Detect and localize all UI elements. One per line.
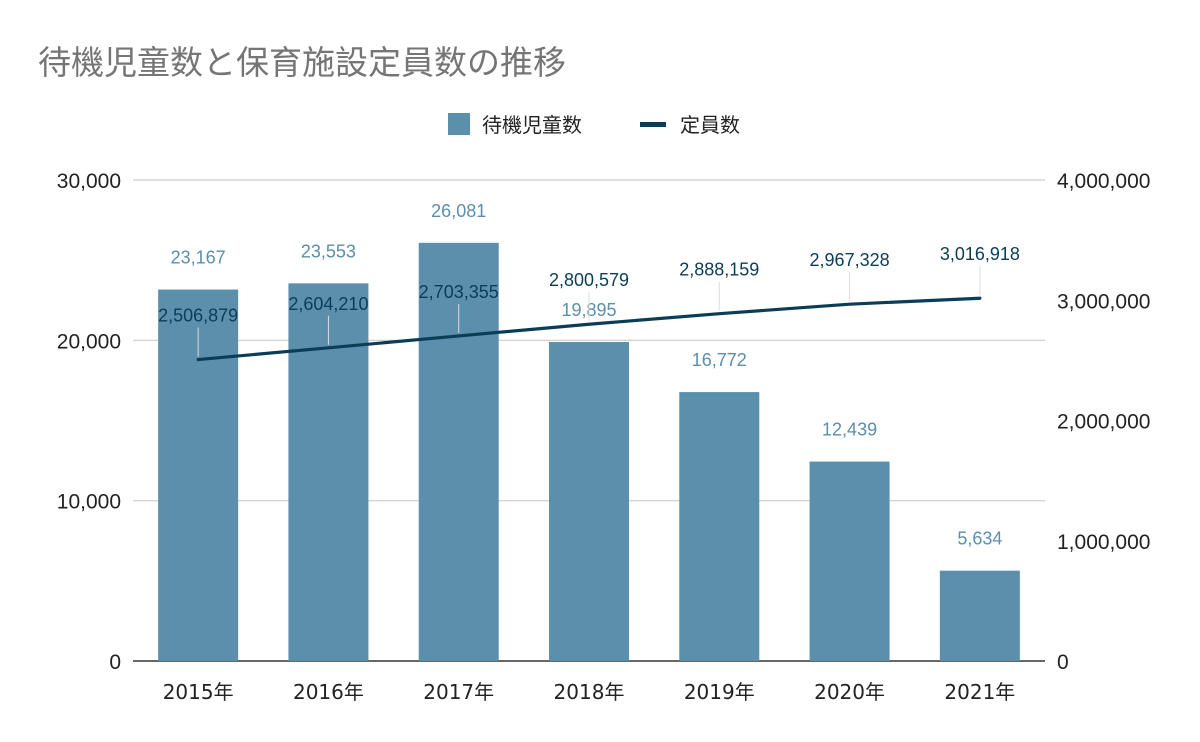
x-tick-label: 2015年	[163, 680, 234, 704]
x-tick-label: 2021年	[944, 680, 1015, 704]
x-axis: 2015年 2016年 2017年 2018年 2019年 2020年 2021年	[163, 680, 1016, 704]
line-data-label: 3,016,918	[940, 244, 1020, 264]
left-tick-label: 30,000	[57, 170, 121, 193]
right-tick-label: 1,000,000	[1057, 531, 1150, 554]
chart-title: 待機児童数と保育施設定員数の推移	[38, 43, 566, 82]
bar-data-label: 16,772	[692, 350, 747, 370]
x-tick-label: 2019年	[684, 680, 755, 704]
legend-swatch-bar	[448, 113, 470, 135]
x-tick-label: 2018年	[554, 680, 625, 704]
legend-swatch-line	[640, 122, 666, 127]
legend-label-bar: 待機児童数	[482, 113, 582, 137]
x-tick-label: 2016年	[293, 680, 364, 704]
bar-data-label: 26,081	[431, 201, 486, 221]
right-tick-label: 4,000,000	[1057, 170, 1150, 193]
line-series	[196, 296, 982, 362]
right-axis: 0 1,000,000 2,000,000 3,000,000 4,000,000	[1057, 170, 1150, 674]
bar	[939, 570, 1020, 661]
line-data-label: 2,800,579	[549, 270, 629, 290]
left-tick-label: 20,000	[57, 330, 121, 353]
line-data-label: 2,604,210	[288, 294, 368, 314]
line-data-label: 2,888,159	[679, 260, 759, 280]
left-tick-label: 10,000	[57, 491, 121, 514]
right-tick-label: 2,000,000	[1057, 411, 1150, 434]
line-data-label: 2,967,328	[810, 250, 890, 270]
bar-data-label: 23,553	[301, 241, 356, 261]
legend: 待機児童数 定員数	[448, 113, 740, 137]
line-data-label: 2,703,355	[419, 282, 499, 302]
bar-data-label: 12,439	[822, 420, 877, 440]
right-tick-label: 3,000,000	[1057, 290, 1150, 313]
bar-data-label: 5,634	[957, 529, 1002, 549]
line-data-labels: 2,506,879 2,604,210 2,703,355 2,800,579 2,88…	[158, 244, 1020, 357]
x-tick-label: 2017年	[423, 680, 494, 704]
line-data-label: 2,506,879	[158, 306, 238, 326]
line-path	[196, 296, 982, 362]
left-tick-label: 0	[109, 651, 121, 674]
bar-data-label: 23,167	[171, 248, 226, 268]
bar	[809, 461, 890, 661]
bar	[549, 342, 629, 661]
legend-label-line: 定員数	[680, 113, 740, 137]
left-axis: 0 10,000 20,000 30,000	[57, 170, 121, 674]
x-tick-label: 2020年	[814, 680, 885, 704]
right-tick-label: 0	[1057, 651, 1069, 674]
bar	[679, 392, 760, 661]
